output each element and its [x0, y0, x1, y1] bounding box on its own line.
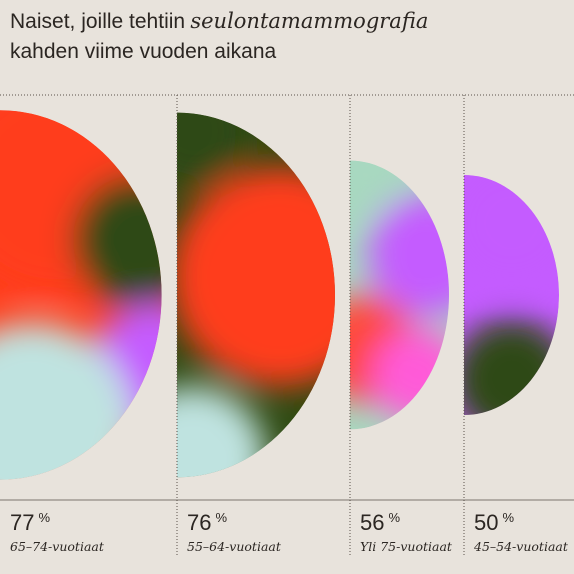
category-label: Yli 75-vuotiaat [360, 539, 453, 554]
value-label: 77% [10, 510, 50, 535]
color-blob [72, 174, 162, 305]
title-text: Naiset, joille tehtiin [10, 10, 185, 33]
value-label: 50% [474, 510, 514, 535]
color-blob [350, 160, 406, 215]
value-number: 77 [10, 510, 34, 535]
color-blob [177, 386, 266, 478]
chart-subtitle: kahden viime vuoden aikana [10, 40, 277, 63]
chart-title: Naiset, joille tehtiin seulontamammograf… [10, 9, 428, 33]
color-blob [177, 112, 248, 186]
category-label: 45–54-vuotiaat [473, 539, 569, 554]
value-number: 76 [187, 510, 211, 535]
color-blob [368, 194, 449, 316]
category-label: 55–64-vuotiaat [187, 539, 282, 554]
category-label: 65–74-vuotiaat [10, 539, 105, 554]
value-label: 76% [187, 510, 227, 535]
value-label: 56% [360, 510, 400, 535]
value-unit: % [215, 510, 227, 525]
value-unit: % [38, 510, 50, 525]
value-number: 50 [474, 510, 498, 535]
value-unit: % [502, 510, 514, 525]
value-unit: % [388, 510, 400, 525]
title-emphasis: seulontamammografia [190, 9, 428, 33]
value-number: 56 [360, 510, 384, 535]
